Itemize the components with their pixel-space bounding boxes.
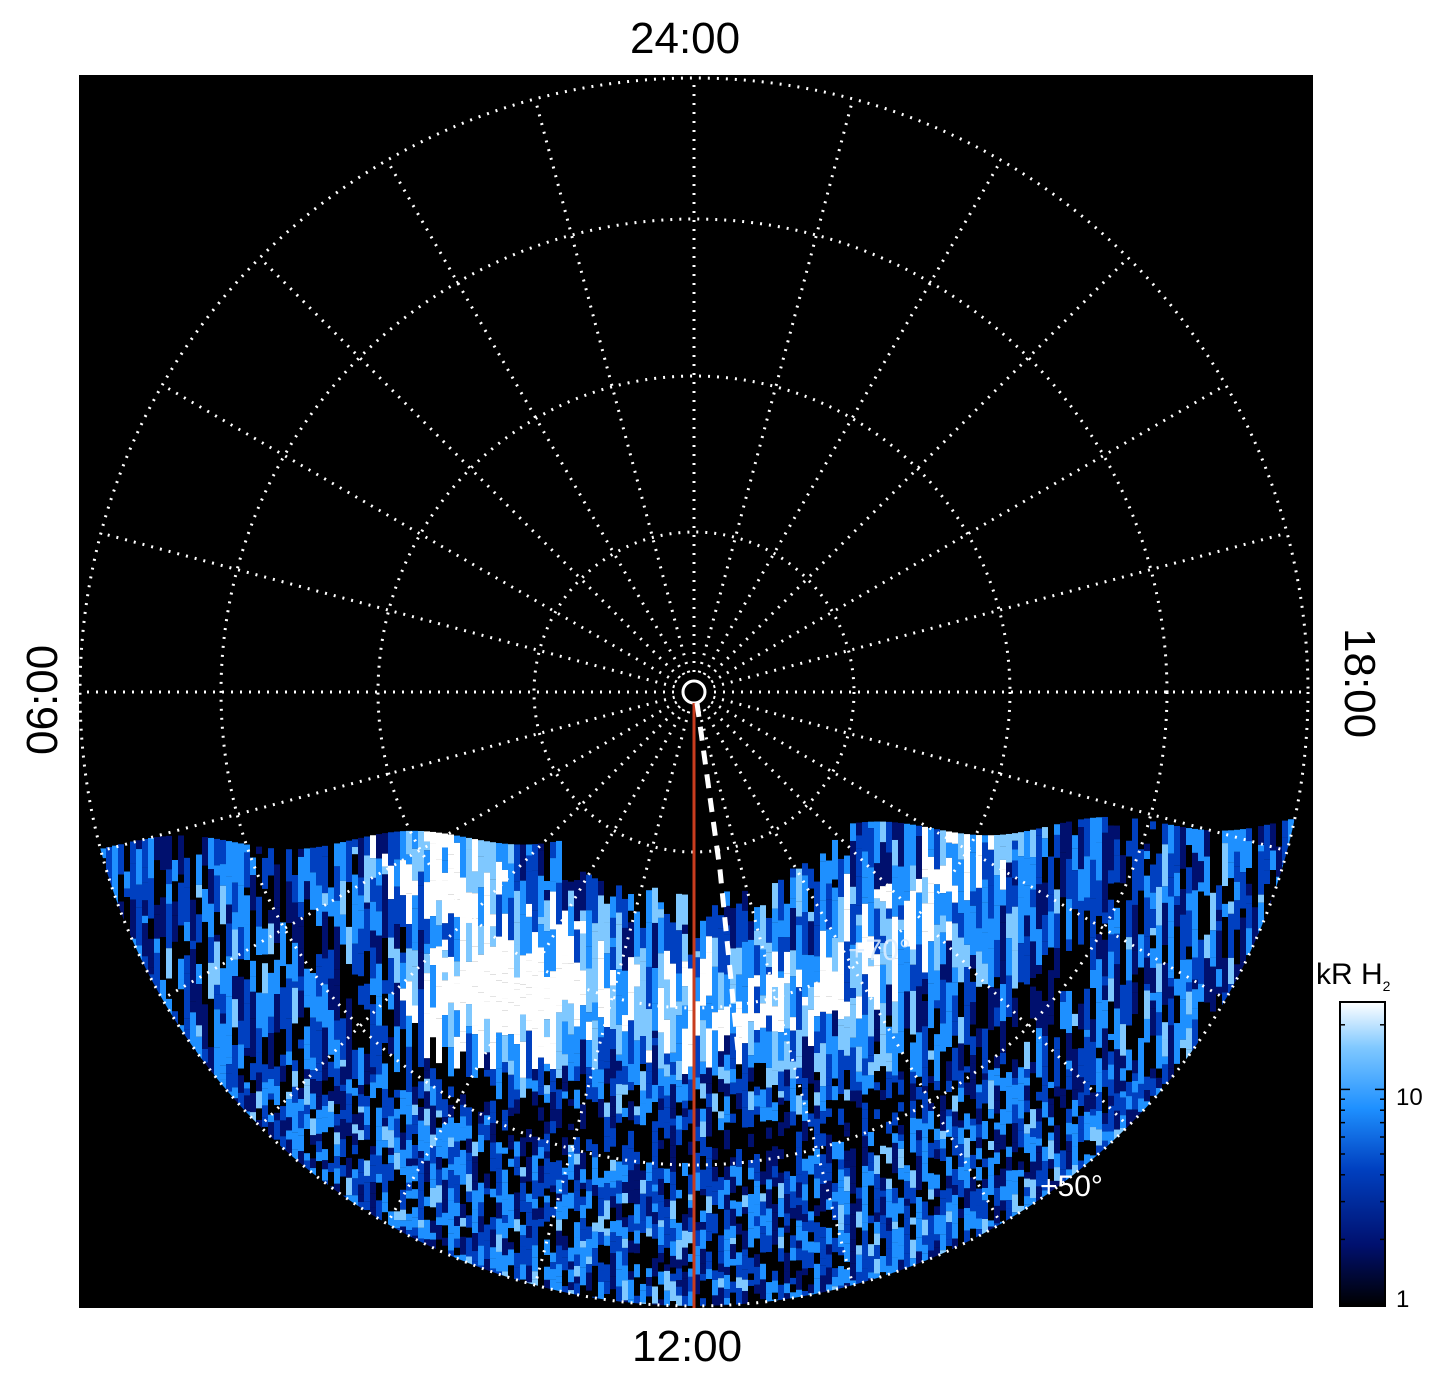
longitude-line bbox=[258, 705, 681, 1128]
colorbar bbox=[1339, 1001, 1386, 1307]
dashed-reference-line bbox=[694, 702, 741, 1051]
colorbar-tick-1: 1 bbox=[1396, 1286, 1410, 1313]
longitude-line bbox=[385, 159, 686, 676]
longitude-line bbox=[258, 256, 681, 679]
longitude-line bbox=[533, 98, 691, 674]
colorbar-tick-10: 10 bbox=[1396, 1084, 1423, 1111]
longitude-line bbox=[707, 705, 1130, 1128]
colorbar-title: kR H2 bbox=[1316, 958, 1391, 994]
longitude-line bbox=[697, 98, 855, 674]
local-time-label-left: 06:00 bbox=[18, 644, 67, 755]
local-time-label-right: 18:00 bbox=[1335, 628, 1384, 739]
longitude-line bbox=[100, 695, 676, 853]
longitude-line bbox=[100, 531, 676, 689]
longitude-line bbox=[712, 695, 1288, 853]
longitude-line bbox=[161, 383, 678, 684]
colorbar-ticks bbox=[1340, 1024, 1385, 1305]
longitude-line bbox=[710, 383, 1227, 684]
latitude-label-outer: +50° bbox=[1040, 1170, 1103, 1203]
longitude-line bbox=[712, 531, 1288, 689]
local-time-label-bottom: 12:00 bbox=[632, 1322, 743, 1371]
longitude-line bbox=[702, 708, 1003, 1225]
longitude-line bbox=[161, 700, 678, 1001]
latitude-label-inner: +70° bbox=[848, 934, 911, 967]
local-time-label-top: 24:00 bbox=[630, 14, 741, 63]
longitude-line bbox=[707, 256, 1130, 679]
longitude-line bbox=[385, 708, 686, 1225]
longitude-line bbox=[710, 700, 1227, 1001]
longitude-line bbox=[533, 710, 691, 1286]
longitude-line bbox=[697, 710, 855, 1286]
latitude-circle bbox=[219, 217, 1169, 1167]
latitude-circle bbox=[532, 530, 856, 854]
longitude-line bbox=[702, 159, 1003, 676]
